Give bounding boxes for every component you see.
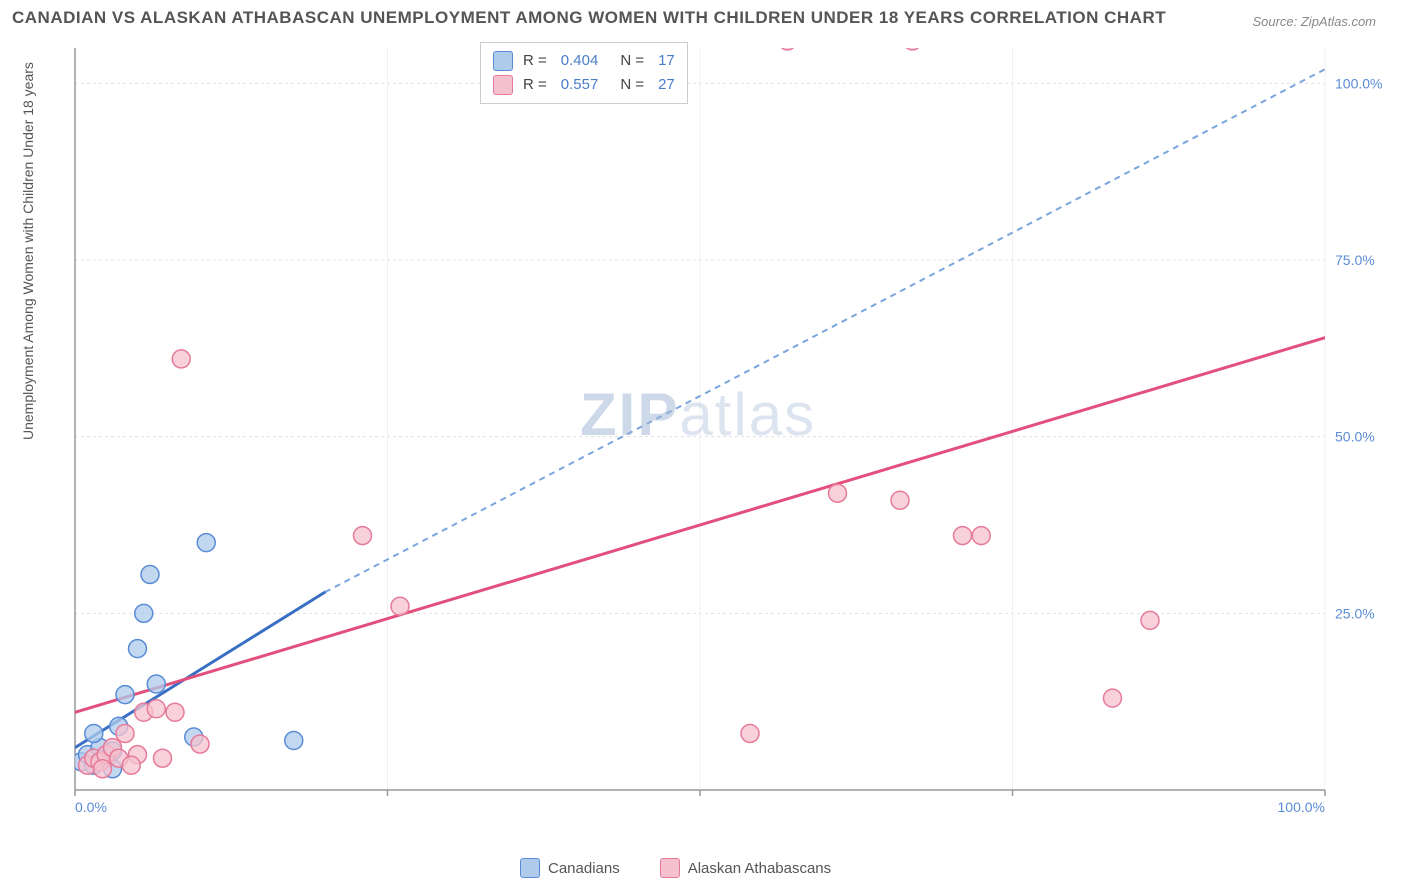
svg-text:75.0%: 75.0% bbox=[1335, 252, 1375, 268]
legend-n-value-canadians: 17 bbox=[654, 49, 675, 73]
legend-bottom-label-0: Canadians bbox=[548, 860, 620, 877]
svg-text:50.0%: 50.0% bbox=[1335, 429, 1375, 445]
svg-text:25.0%: 25.0% bbox=[1335, 605, 1375, 621]
series-legend: Canadians Alaskan Athabascans bbox=[520, 858, 831, 878]
source-attribution: Source: ZipAtlas.com bbox=[1252, 14, 1376, 29]
legend-bottom-label-1: Alaskan Athabascans bbox=[688, 860, 831, 877]
svg-text:100.0%: 100.0% bbox=[1278, 799, 1325, 815]
svg-text:0.0%: 0.0% bbox=[75, 799, 107, 815]
chart-title: CANADIAN VS ALASKAN ATHABASCAN UNEMPLOYM… bbox=[12, 8, 1166, 28]
legend-swatch-athabascans bbox=[493, 75, 513, 95]
legend-r-value-canadians: 0.404 bbox=[557, 49, 599, 73]
legend-item-athabascans: Alaskan Athabascans bbox=[660, 858, 831, 878]
legend-bottom-swatch-1 bbox=[660, 858, 680, 878]
legend-bottom-swatch-0 bbox=[520, 858, 540, 878]
legend-r-value-athabascans: 0.557 bbox=[557, 73, 599, 97]
y-axis-label: Unemployment Among Women with Children U… bbox=[20, 62, 36, 440]
legend-row-athabascans: R = 0.557 N = 27 bbox=[493, 73, 675, 97]
legend-n-label: N = bbox=[620, 73, 644, 97]
legend-row-canadians: R = 0.404 N = 17 bbox=[493, 49, 675, 73]
chart-area: 25.0% 50.0% 75.0% 100.0% 0.0% 100.0% bbox=[65, 40, 1385, 830]
svg-text:100.0%: 100.0% bbox=[1335, 75, 1382, 91]
legend-n-value-athabascans: 27 bbox=[654, 73, 675, 97]
scatter-chart-svg: 25.0% 50.0% 75.0% 100.0% 0.0% 100.0% bbox=[65, 40, 1385, 830]
correlation-legend: R = 0.404 N = 17 R = 0.557 N = 27 bbox=[480, 42, 688, 104]
legend-swatch-canadians bbox=[493, 51, 513, 71]
legend-r-label: R = bbox=[523, 49, 547, 73]
legend-item-canadians: Canadians bbox=[520, 858, 620, 878]
legend-r-label: R = bbox=[523, 73, 547, 97]
legend-n-label: N = bbox=[620, 49, 644, 73]
